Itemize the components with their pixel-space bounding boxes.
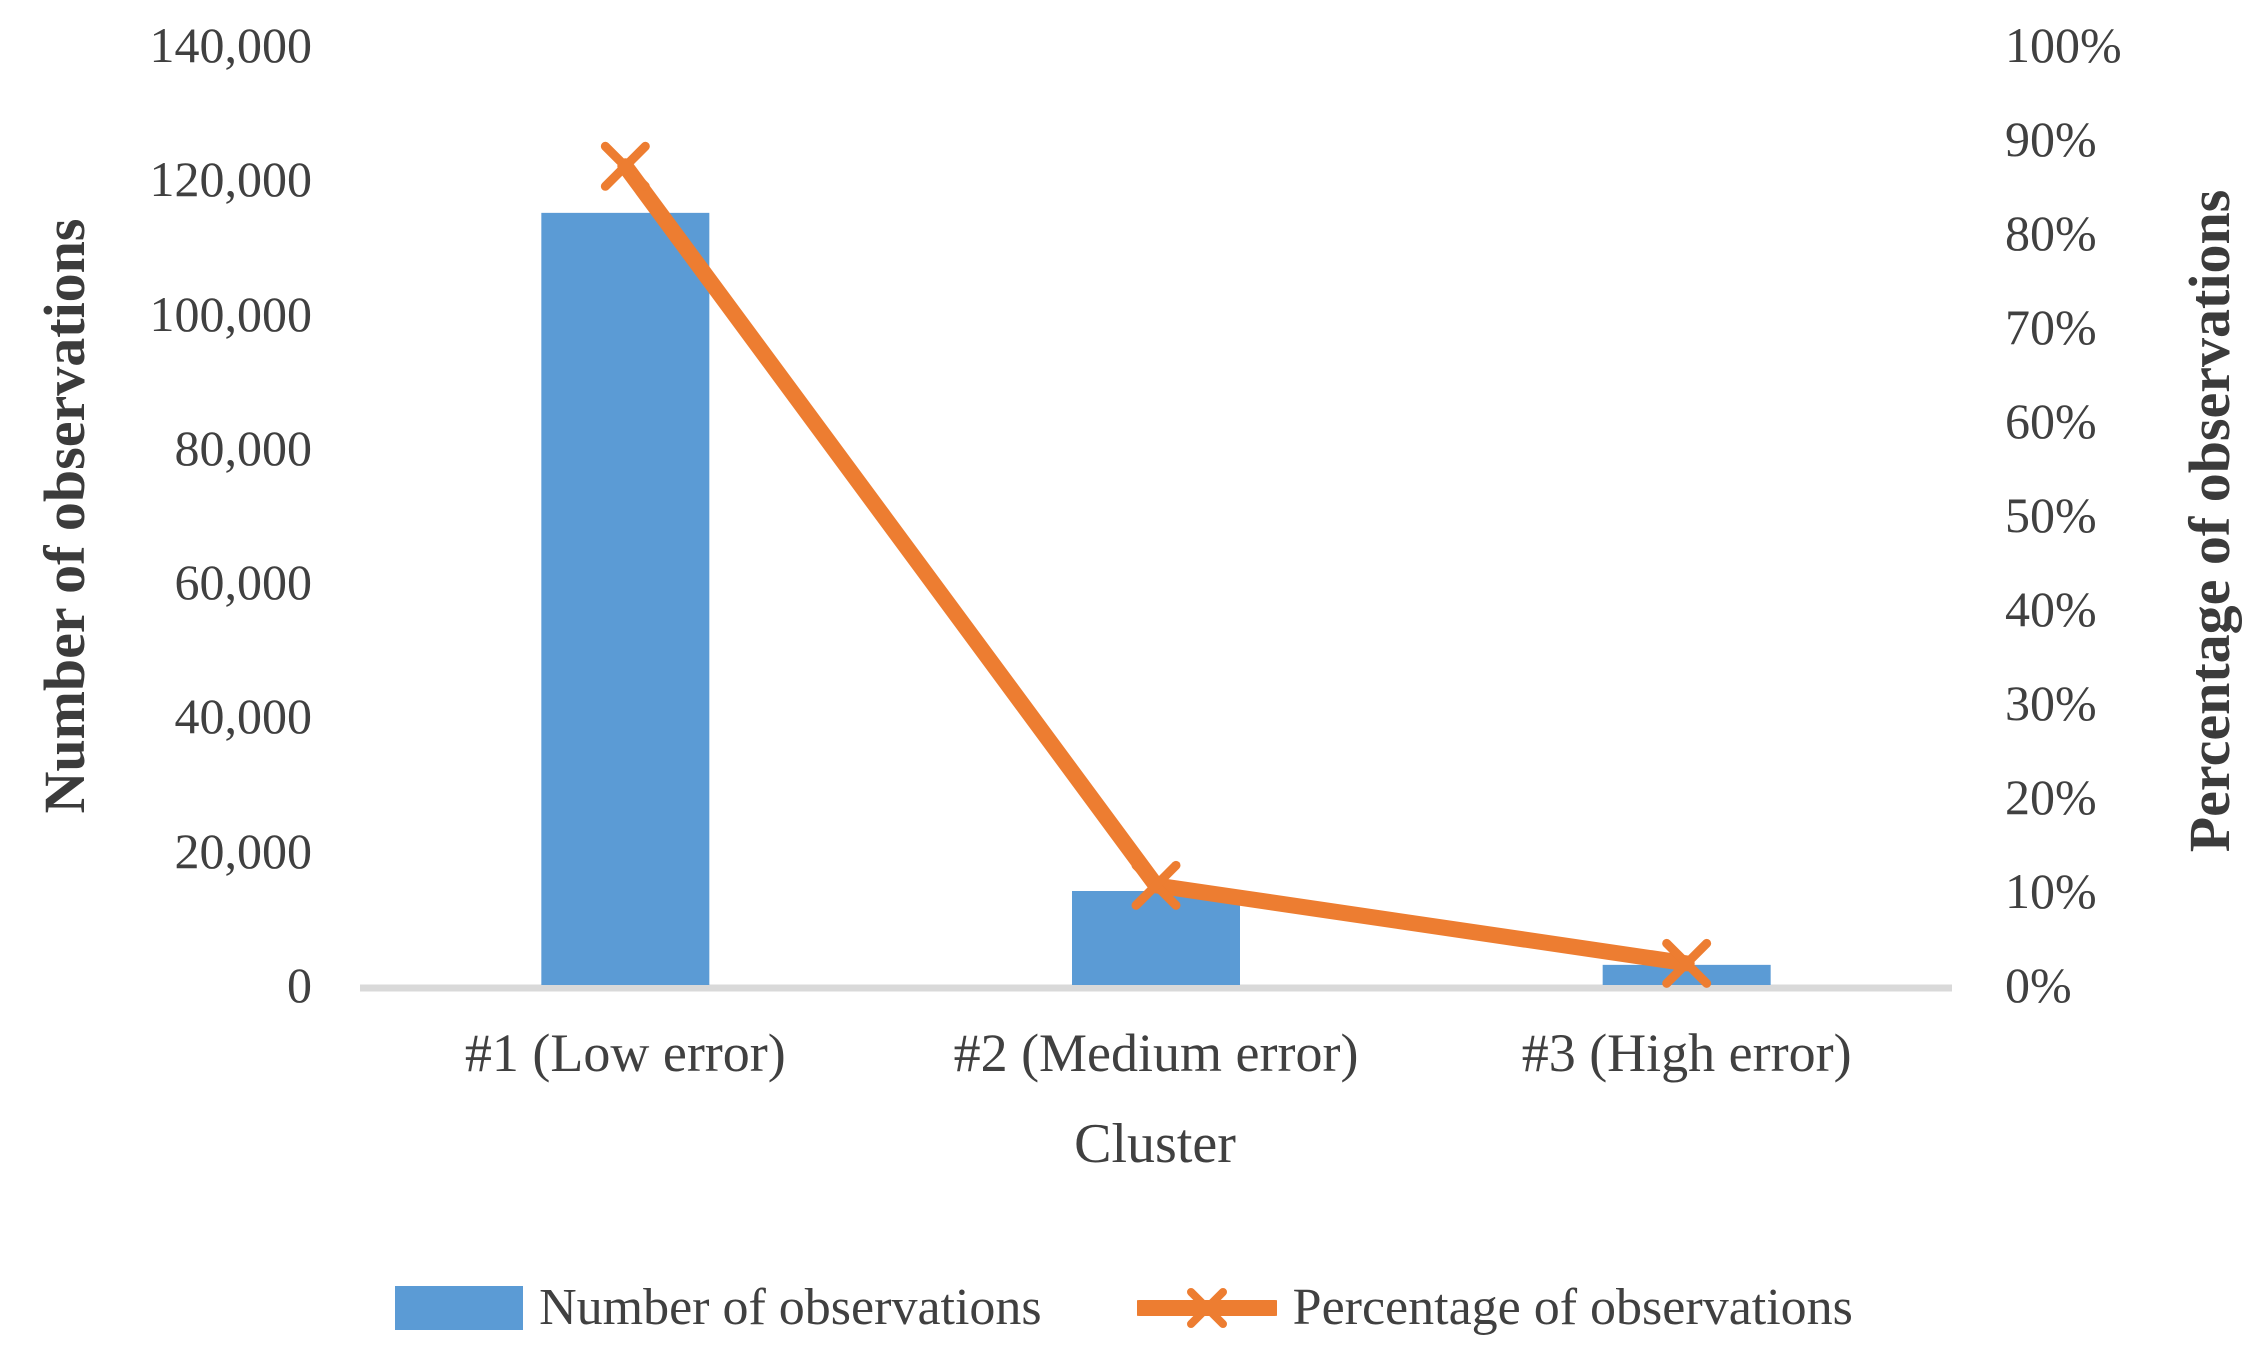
percentage-line: [617, 158, 1695, 972]
right-axis-tick-label: 30%: [2005, 675, 2097, 731]
bar-series-swatch: [395, 1286, 524, 1330]
right-axis-tick-label: 50%: [2005, 487, 2097, 543]
legend-label-line: Percentage of observations: [1292, 1279, 1853, 1336]
left-axis-tick-label: 60,000: [174, 554, 313, 611]
line-series-swatch: [1136, 1288, 1277, 1328]
right-axis-tick-label: 90%: [2005, 111, 2097, 167]
bar-cluster-2: [1072, 891, 1240, 985]
legend-x-marker-glyph: [1186, 1288, 1227, 1328]
category-label-3: #3 (High error): [1521, 1023, 1852, 1083]
legend-item-line: Percentage of observations: [1136, 1278, 1853, 1338]
left-axis-tick-label: 0: [287, 957, 312, 1013]
right-axis-tick-label: 80%: [2005, 205, 2097, 261]
left-axis-tick-label: 120,000: [149, 151, 313, 208]
left-axis-tick-label: 140,000: [149, 17, 313, 73]
left-axis-title: Number of observations: [32, 218, 97, 814]
right-axis-tick-label: 20%: [2005, 769, 2097, 825]
right-axis-tick-label: 100%: [2005, 17, 2122, 73]
right-axis-tick-label: 10%: [2005, 863, 2097, 919]
category-label-2: #2 (Medium error): [953, 1023, 1359, 1083]
x-axis-title: Cluster: [1074, 1113, 1236, 1175]
right-axis-tick-label: 0%: [2005, 957, 2072, 1013]
right-axis-tick-label: 70%: [2005, 299, 2097, 355]
left-axis-tick-label: 20,000: [174, 822, 313, 879]
legend-label-bars: Number of observations: [539, 1279, 1042, 1336]
right-axis-title: Percentage of observations: [2177, 189, 2242, 853]
bar-cluster-3: [1602, 964, 1771, 985]
x-marker-point-3: [1662, 938, 1712, 988]
legend: Number of observations Percentage of obs…: [0, 1278, 2248, 1338]
left-axis-tick-label: 40,000: [174, 688, 313, 745]
right-axis-tick-label: 40%: [2005, 581, 2097, 637]
category-label-1: #1 (Low error): [464, 1023, 786, 1083]
bar-cluster-1: [541, 212, 710, 985]
right-axis-tick-label: 60%: [2005, 393, 2097, 449]
left-axis-tick-label: 100,000: [149, 285, 313, 342]
x-marker-point-1: [600, 141, 650, 191]
x-marker-point-2: [1131, 860, 1181, 910]
left-axis-tick-label: 80,000: [174, 419, 313, 476]
legend-item-bars: Number of observations: [395, 1278, 1042, 1338]
